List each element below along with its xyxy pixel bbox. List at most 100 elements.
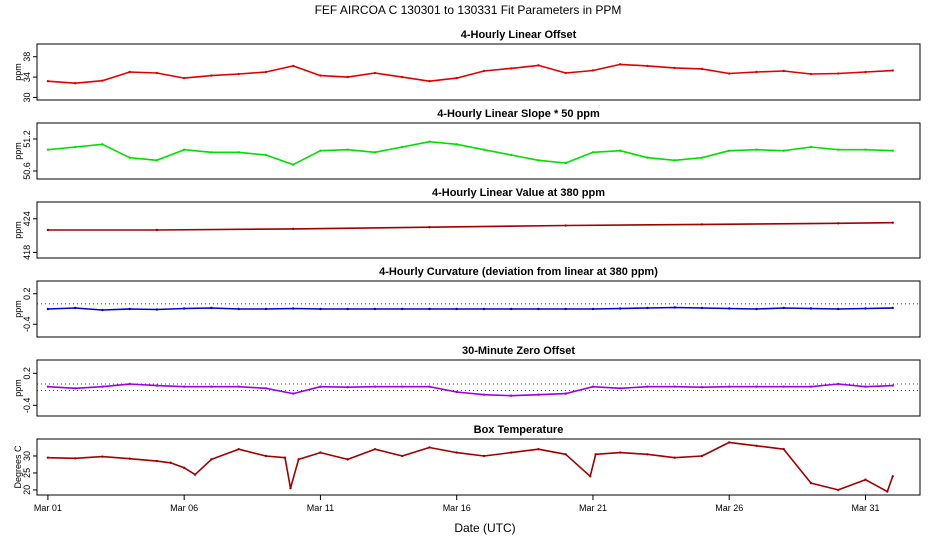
data-point [73, 457, 77, 460]
data-point [182, 466, 186, 470]
data-point [673, 66, 676, 70]
data-point [809, 385, 813, 388]
data-point [46, 79, 50, 83]
data-point [891, 384, 894, 387]
data-point [673, 385, 676, 388]
data-point [837, 222, 840, 225]
data-point [537, 393, 540, 396]
series-line [47, 306, 893, 311]
data-point [646, 156, 649, 159]
data-point [346, 458, 349, 461]
y-tick-label: -0.4 [22, 317, 32, 333]
panel-frame [36, 122, 921, 180]
series-line [47, 441, 894, 493]
data-point [346, 307, 349, 311]
data-point [886, 490, 889, 493]
x-tick-label: Mar 01 [34, 503, 62, 513]
data-point [891, 475, 894, 478]
data-point [400, 385, 404, 388]
data-point [782, 306, 785, 310]
data-point [73, 387, 77, 390]
data-point [700, 306, 704, 310]
data-point [128, 70, 131, 74]
data-point [809, 145, 813, 149]
data-point [373, 151, 377, 154]
data-point [864, 148, 867, 151]
panel-title: 4-Hourly Linear Slope * 50 ppm [437, 108, 600, 120]
y-tick-label: 30 [22, 92, 32, 102]
data-point [319, 385, 322, 388]
data-point [700, 223, 704, 226]
data-point [237, 307, 240, 311]
data-point [537, 64, 540, 67]
data-point [619, 307, 622, 310]
data-point [619, 387, 622, 390]
y-tick-label: 30 [22, 451, 32, 461]
data-point [46, 228, 50, 232]
panel-y-label: ppm [13, 221, 23, 239]
data-point [646, 306, 649, 310]
data-point [101, 308, 104, 312]
y-tick-label: 424 [22, 211, 32, 226]
panel-y-label: ppm [13, 63, 23, 81]
data-point [373, 447, 377, 451]
data-point [728, 149, 731, 152]
panel-y-label: Degrees C [13, 445, 23, 489]
panel-frame [36, 201, 921, 259]
data-point [482, 307, 486, 311]
data-point [101, 79, 104, 82]
data-point [428, 226, 431, 229]
y-tick-label: 50.6 [22, 162, 32, 180]
chart-title: FEF AIRCOA C 130301 to 130331 Fit Parame… [315, 3, 622, 17]
data-point [210, 306, 213, 310]
panel-frame [36, 359, 921, 417]
data-point [346, 148, 349, 151]
series-line [47, 221, 893, 231]
data-point [46, 307, 50, 311]
data-point [155, 71, 159, 75]
data-point [482, 393, 486, 396]
data-point [728, 72, 731, 75]
data-point [155, 308, 159, 311]
data-point [455, 143, 458, 146]
data-point [482, 454, 486, 458]
data-point [755, 444, 758, 447]
series-line [47, 63, 893, 84]
data-point [291, 227, 295, 231]
data-point [700, 386, 704, 389]
data-point [564, 71, 567, 75]
data-point [700, 156, 704, 159]
data-point [193, 473, 197, 476]
panel-y-label: ppm [13, 142, 23, 160]
data-point [537, 447, 540, 451]
data-point [46, 385, 50, 388]
data-point [646, 385, 649, 388]
y-tick-label: 51.2 [22, 130, 32, 148]
data-point [591, 151, 595, 154]
data-point [210, 151, 213, 154]
series-line [47, 383, 893, 397]
data-point [319, 149, 322, 152]
data-point [128, 457, 131, 460]
data-point [564, 307, 567, 311]
data-point [700, 454, 704, 458]
data-point [237, 447, 240, 451]
data-point [728, 385, 731, 388]
panel-frame [36, 438, 921, 496]
data-point [510, 307, 513, 311]
panel-title: 4-Hourly Linear Offset [461, 29, 577, 41]
data-point [319, 451, 322, 454]
panel-frame [36, 280, 921, 338]
data-point [428, 385, 431, 388]
x-tick-label: Mar 21 [579, 503, 607, 513]
data-point [400, 145, 404, 149]
data-point [891, 69, 894, 72]
data-point [291, 392, 295, 395]
panel-frame [36, 43, 921, 101]
data-point [291, 163, 295, 166]
data-point [809, 307, 813, 310]
data-point [346, 386, 349, 389]
data-point [428, 307, 431, 311]
data-point [564, 161, 567, 165]
data-point [837, 382, 840, 386]
